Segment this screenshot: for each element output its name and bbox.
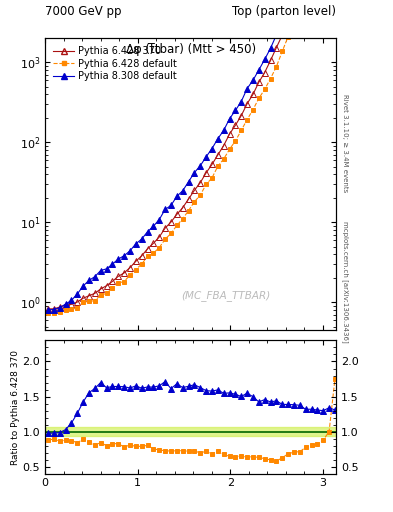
Bar	[45, 426, 336, 436]
Text: Δφ (t̅tbar) (Mtt > 450): Δφ (t̅tbar) (Mtt > 450)	[125, 43, 256, 56]
Text: Top (parton level): Top (parton level)	[232, 5, 336, 18]
Legend: Pythia 6.428 370, Pythia 6.428 default, Pythia 8.308 default: Pythia 6.428 370, Pythia 6.428 default, …	[50, 43, 180, 84]
Text: 7000 GeV pp: 7000 GeV pp	[45, 5, 122, 18]
Text: Rivet 3.1.10; ≥ 3.4M events: Rivet 3.1.10; ≥ 3.4M events	[342, 94, 348, 193]
Text: mcplots.cern.ch [arXiv:1306.3436]: mcplots.cern.ch [arXiv:1306.3436]	[342, 221, 349, 343]
Text: (MC_FBA_TTBAR): (MC_FBA_TTBAR)	[181, 290, 270, 301]
Y-axis label: Ratio to Pythia 6.428 370: Ratio to Pythia 6.428 370	[11, 350, 20, 464]
